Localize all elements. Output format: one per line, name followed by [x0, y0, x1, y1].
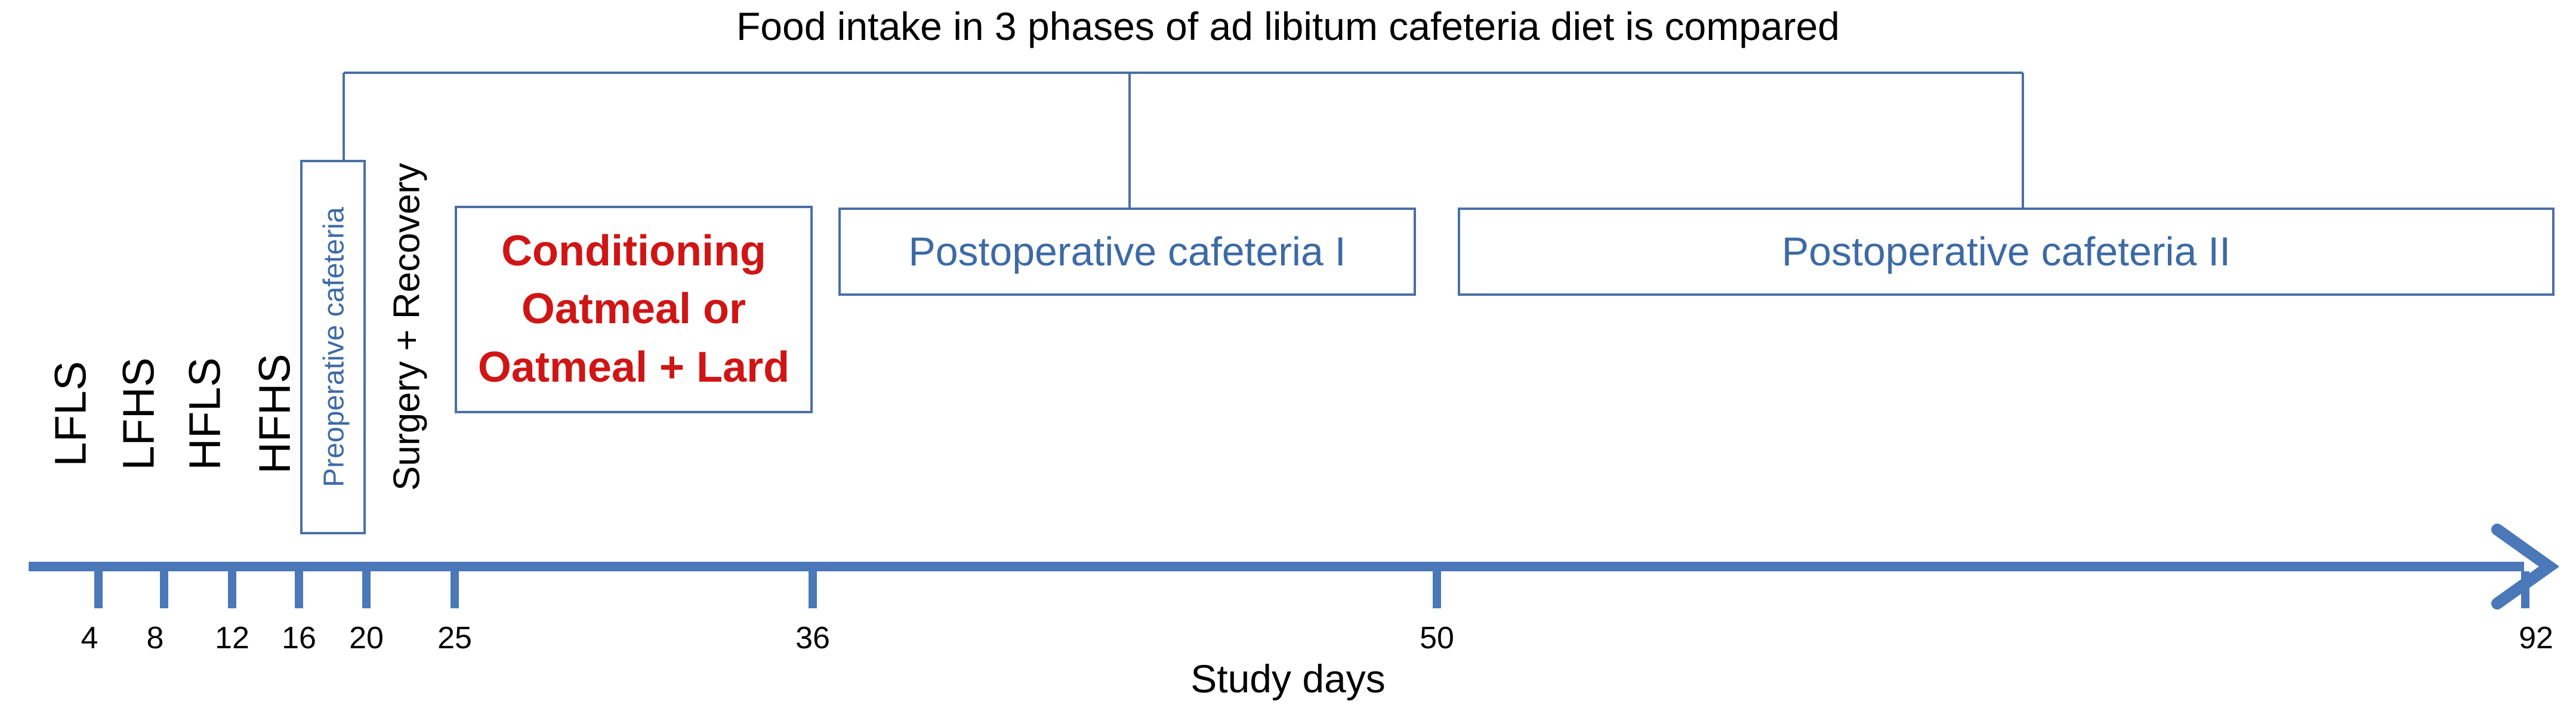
postoperative-1-box: Postoperative cafeteria I: [838, 208, 1416, 296]
diet-label-hfhs: HFHS: [249, 354, 300, 474]
tick-label-12: 12: [215, 621, 249, 655]
diet-label-lfls: LFLS: [45, 361, 95, 467]
x-axis-label: Study days: [1190, 657, 1386, 701]
postoperative-2-box: Postoperative cafeteria II: [1458, 208, 2555, 296]
diet-label-lfhs: LFHS: [113, 357, 163, 471]
surgery-recovery-label: Surgery + Recovery: [386, 163, 428, 491]
conditioning-line-1: Conditioning: [501, 227, 766, 276]
conditioning-line-3: Oatmeal + Lard: [477, 343, 790, 391]
diet-label-hfls: HFLS: [180, 357, 230, 471]
tick-label-8: 8: [146, 621, 164, 655]
tick-label-20: 20: [349, 621, 384, 655]
tick-label-92: 92: [2519, 621, 2553, 655]
postoperative-1-label: Postoperative cafeteria I: [908, 229, 1346, 274]
tick-label-4: 4: [81, 621, 98, 655]
postoperative-2-label: Postoperative cafeteria II: [1781, 229, 2231, 274]
comparison-bracket: [343, 72, 2024, 208]
tick-label-25: 25: [437, 621, 472, 655]
timeline-arrowhead: [2491, 524, 2560, 609]
timeline-ticks: [94, 571, 2529, 608]
conditioning-box: Conditioning Oatmeal or Oatmeal + Lard: [455, 206, 813, 413]
conditioning-line-2: Oatmeal or: [521, 285, 746, 333]
tick-label-50: 50: [1420, 621, 1454, 655]
tick-label-16: 16: [282, 621, 316, 655]
diagram-title: Food intake in 3 phases of ad libitum ca…: [736, 4, 1840, 48]
preoperative-box: Preoperative cafeteria: [300, 160, 366, 534]
preoperative-label: Preoperative cafeteria: [318, 207, 350, 487]
tick-label-36: 36: [795, 621, 830, 655]
